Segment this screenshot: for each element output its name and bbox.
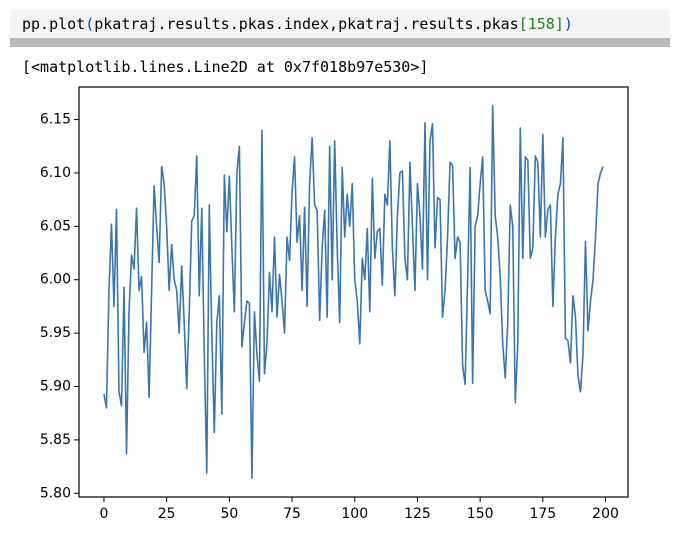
code-token: pp.plot xyxy=(22,15,86,33)
code-token: pkatraj.results.pkas.index,pkatraj.resul… xyxy=(94,15,519,33)
x-tick-label: 50 xyxy=(220,506,238,522)
data-line xyxy=(103,104,604,480)
y-tick-label: 6.10 xyxy=(40,165,71,181)
y-tick-label: 6.00 xyxy=(40,272,71,288)
x-tick-label: 100 xyxy=(341,506,368,522)
scrollbar[interactable] xyxy=(10,38,670,47)
y-tick-label: 5.90 xyxy=(40,378,71,394)
y-tick-label: 6.15 xyxy=(40,112,71,128)
y-tick-label: 5.95 xyxy=(40,325,71,341)
code-token: ) xyxy=(563,15,573,33)
x-tick-label: 175 xyxy=(529,506,556,522)
code-token: ( xyxy=(85,15,95,33)
x-tick-label: 125 xyxy=(404,506,431,522)
x-tick-label: 150 xyxy=(467,506,494,522)
code: pp.plot(pkatraj.results.pkas.index,pkatr… xyxy=(22,15,573,33)
axes-frame xyxy=(78,86,629,498)
y-tick-label: 6.05 xyxy=(40,218,71,234)
x-tick-label: 75 xyxy=(283,506,301,522)
code-token: [158] xyxy=(518,15,564,33)
y-tick-label: 5.80 xyxy=(40,485,71,501)
code-cell[interactable]: pp.plot(pkatraj.results.pkas.index,pkatr… xyxy=(10,10,670,38)
x-tick-label: 0 xyxy=(99,506,108,522)
y-tick-label: 5.85 xyxy=(40,432,71,448)
x-tick-label: 25 xyxy=(158,506,176,522)
x-tick-label: 200 xyxy=(592,506,619,522)
output-text: [<matplotlib.lines.Line2D at 0x7f018b97e… xyxy=(22,58,429,76)
